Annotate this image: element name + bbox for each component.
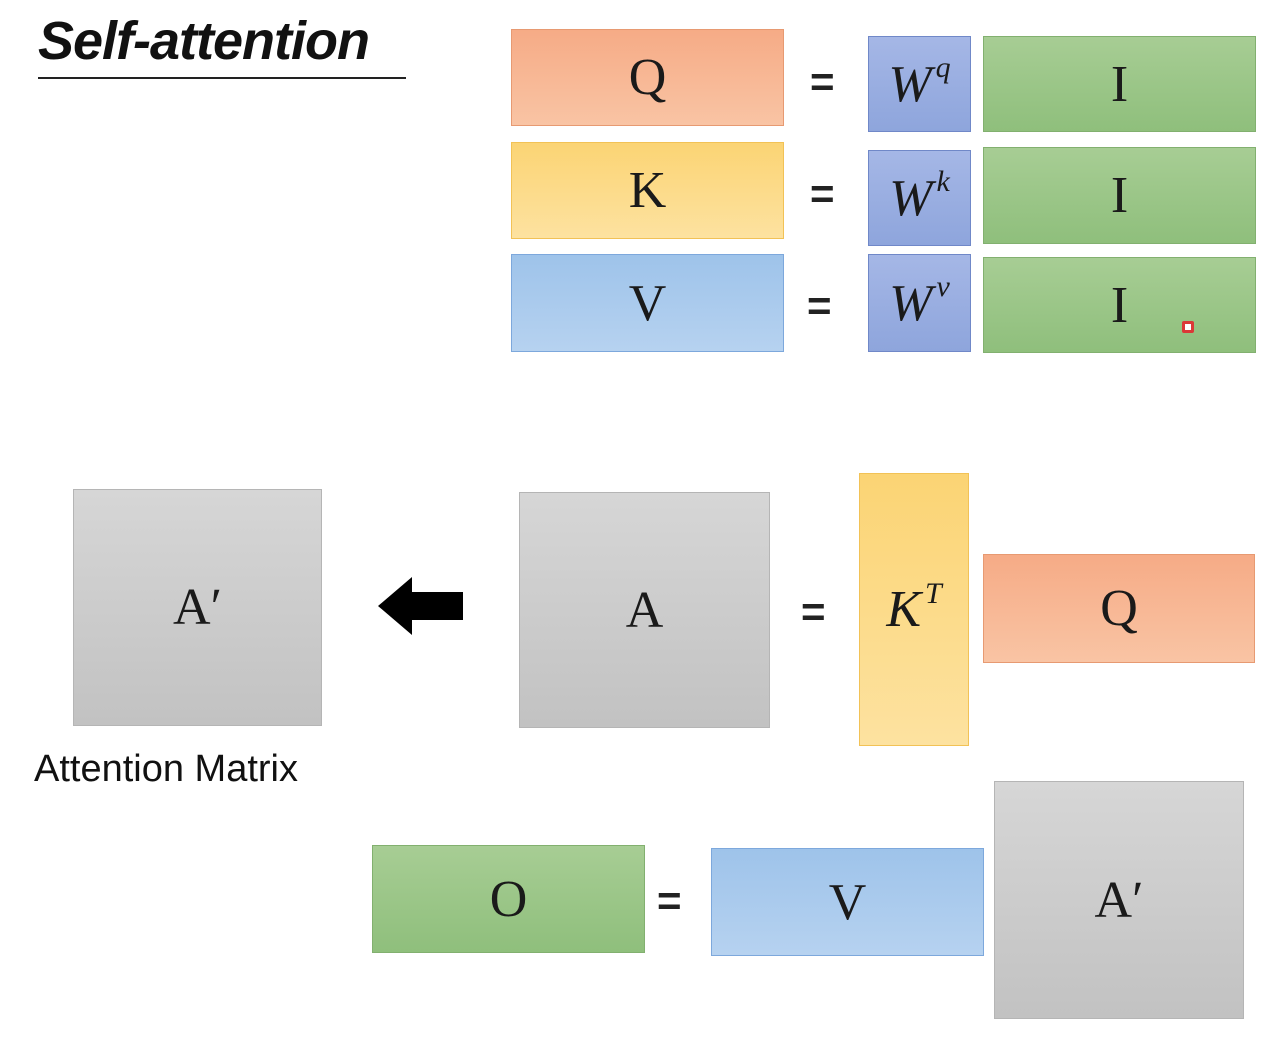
weight-v-superscript: v	[936, 270, 950, 303]
input-matrix-k: I	[983, 147, 1256, 244]
equals-sign-output: =	[657, 877, 682, 924]
weight-k-superscript: k	[936, 165, 950, 198]
equals-sign-q: =	[810, 58, 835, 105]
value-matrix-output: V	[711, 848, 984, 956]
attention-matrix-a-prime: A′	[73, 489, 322, 726]
page-title: Self-attention	[38, 11, 370, 71]
weight-q-superscript: q	[935, 51, 951, 84]
weight-v-base: W	[889, 274, 933, 332]
key-transpose-superscript: T	[925, 576, 942, 610]
left-arrow-icon	[378, 577, 463, 635]
input-matrix-v: I	[983, 257, 1256, 353]
input-matrix-q: I	[983, 36, 1256, 132]
cursor-marker-icon	[1182, 321, 1194, 333]
weight-k-base: W	[889, 169, 933, 227]
key-transpose-base: K	[886, 581, 921, 638]
equals-sign-attention: =	[801, 588, 826, 635]
equals-sign-v: =	[807, 282, 832, 329]
attention-matrix-caption: Attention Matrix	[34, 748, 298, 790]
title-underline	[38, 77, 406, 79]
attention-matrix-a: A	[519, 492, 770, 728]
output-matrix: O	[372, 845, 645, 953]
query-matrix: Q	[511, 29, 784, 126]
attention-matrix-a-prime-output: A′	[994, 781, 1244, 1019]
query-matrix-attention: Q	[983, 554, 1255, 663]
equals-sign-k: =	[810, 170, 835, 217]
key-matrix: K	[511, 142, 784, 239]
value-matrix: V	[511, 254, 784, 352]
weight-q-base: W	[888, 55, 932, 113]
